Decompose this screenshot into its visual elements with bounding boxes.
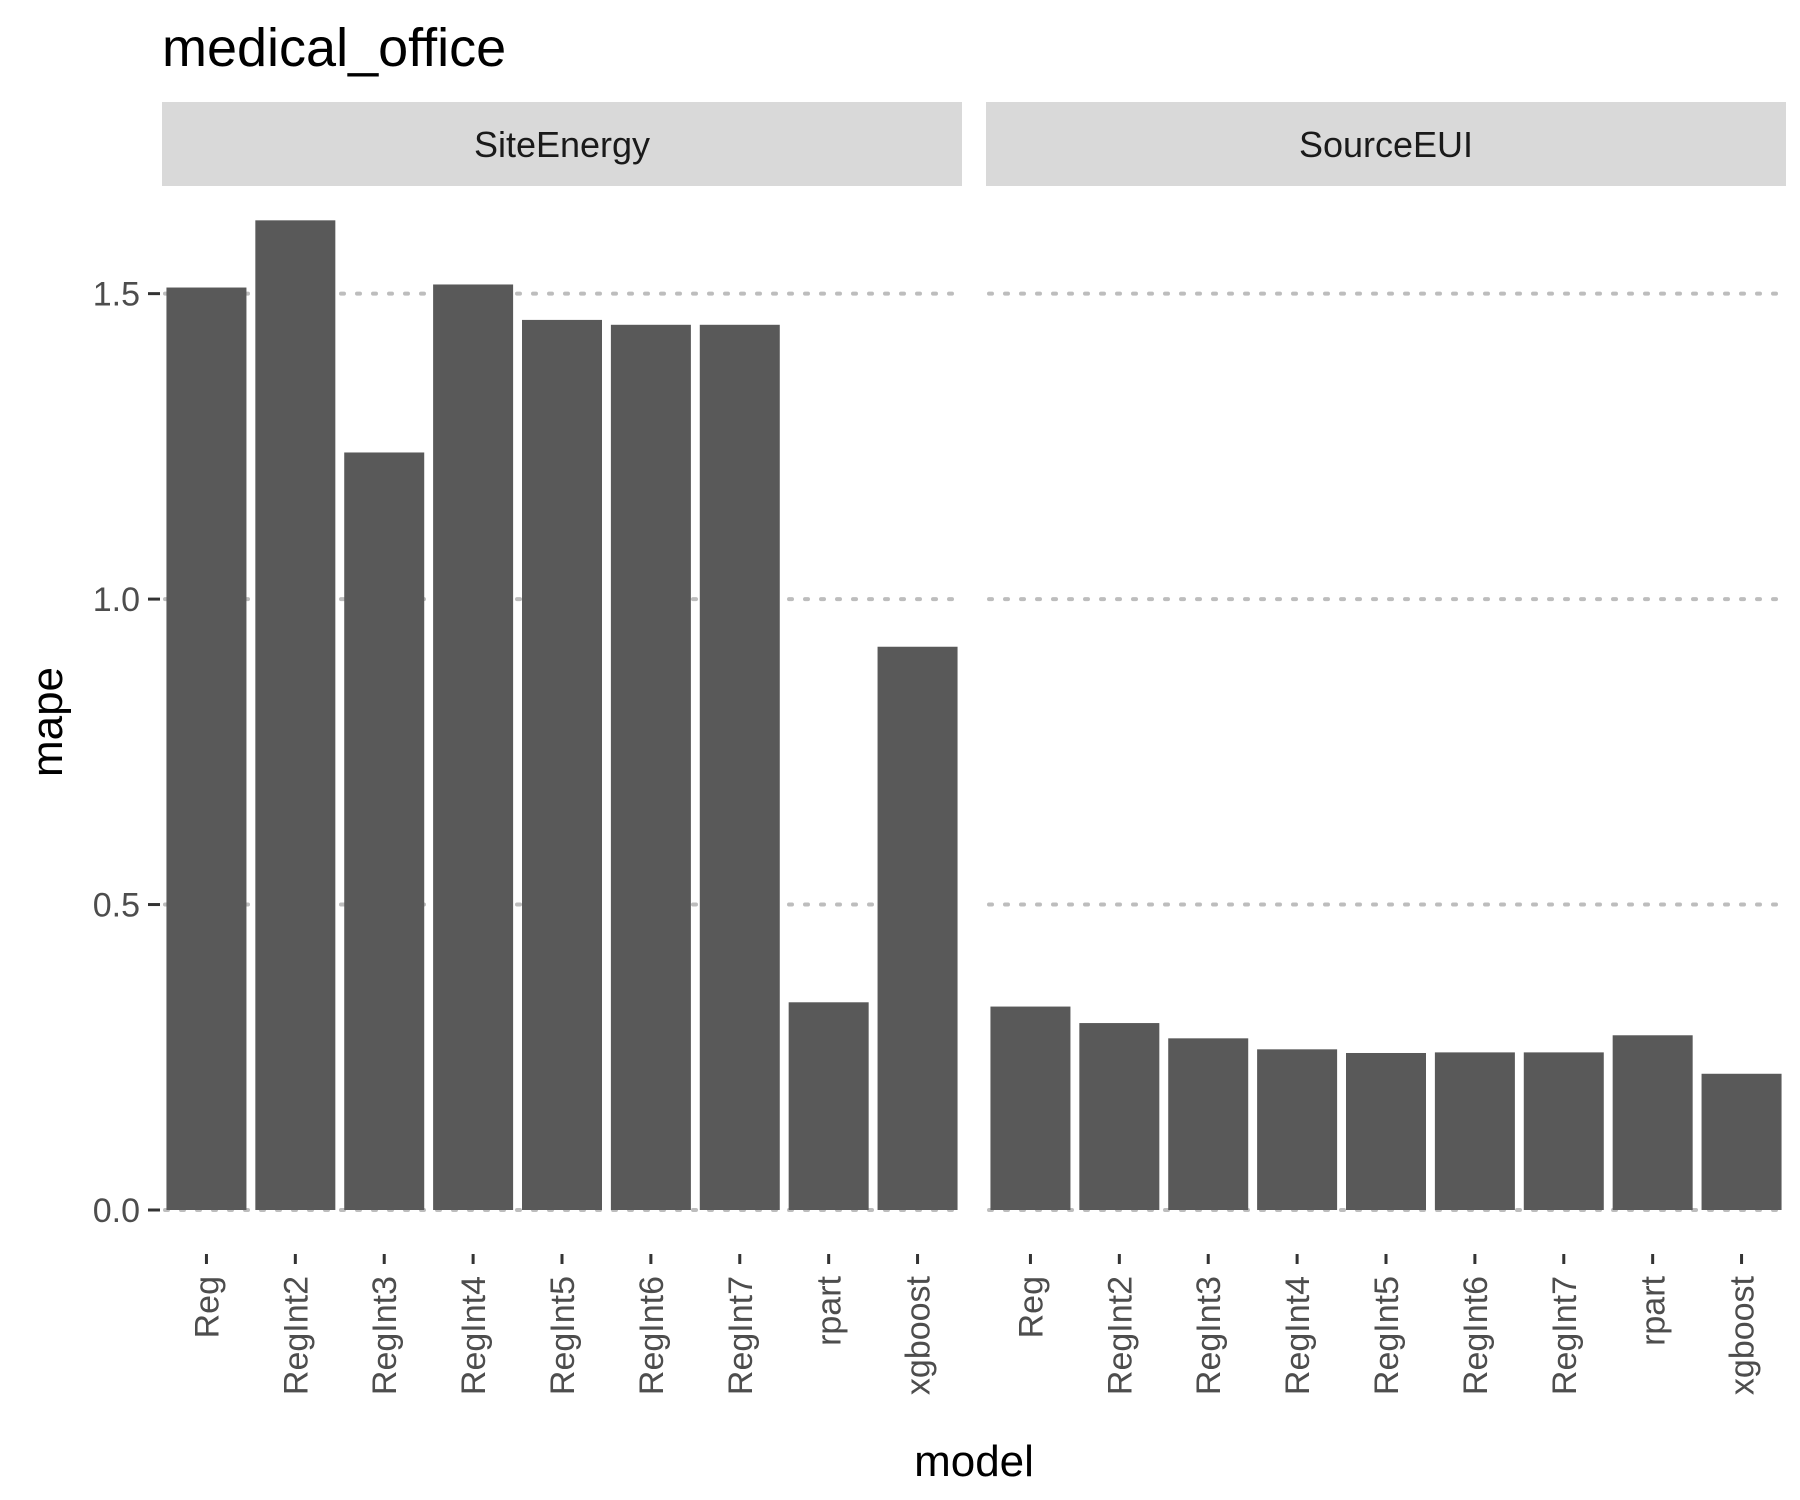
- x-tick-labels-site-energy: Reg RegInt2 RegInt3 RegInt4 RegInt5 RegInt6 Re…: [188, 1254, 938, 1395]
- x-tick-label-siteenergy-xgboost: xgboost: [900, 1275, 938, 1395]
- x-tick-labels-source-eui: Reg RegInt2 RegInt3 RegInt4 RegInt5 RegInt6 Re…: [1012, 1254, 1762, 1395]
- strip-site-energy-background: [162, 102, 962, 186]
- x-tick-label-siteenergy-regint2: RegInt2: [277, 1276, 315, 1395]
- panel-site-energy: SiteEnergy Reg RegInt2 RegInt3 RegInt4 RegIn…: [162, 102, 962, 1395]
- y-tick-label-1: 0.5: [93, 887, 140, 925]
- x-tick-label-sourceeui-regint5: RegInt5: [1368, 1276, 1406, 1395]
- strip-label-site-energy: SiteEnergy: [474, 124, 650, 165]
- x-tick-label-sourceeui-regint7: RegInt7: [1546, 1276, 1584, 1395]
- bar-siteenergy-regint4: [433, 284, 514, 1210]
- x-tick-label-sourceeui-regint6: RegInt6: [1457, 1276, 1495, 1395]
- x-axis-label: model: [914, 1437, 1034, 1486]
- chart-title: medical_office: [162, 18, 506, 78]
- bar-siteenergy-rpart: [788, 1002, 869, 1210]
- bar-siteenergy-regint3: [344, 452, 425, 1210]
- y-axis: 0.0 0.5 1.0 1.5: [93, 276, 160, 1230]
- bar-siteenergy-reg: [166, 287, 247, 1210]
- bar-sourceeui-regint5: [1346, 1052, 1426, 1210]
- y-axis-label: mape: [23, 667, 72, 777]
- bars-site-energy: [166, 220, 958, 1210]
- x-tick-label-sourceeui-regint2: RegInt2: [1101, 1276, 1139, 1395]
- x-tick-label-siteenergy-regint4: RegInt4: [455, 1276, 493, 1395]
- bars-source-eui: [990, 1006, 1782, 1210]
- y-tick-label-2: 1.0: [93, 581, 140, 619]
- bar-sourceeui-regint7: [1523, 1052, 1604, 1210]
- bar-sourceeui-rpart: [1612, 1035, 1693, 1210]
- bar-sourceeui-regint3: [1168, 1038, 1249, 1210]
- x-tick-label-sourceeui-rpart: rpart: [1635, 1275, 1673, 1345]
- x-tick-label-sourceeui-regint3: RegInt3: [1190, 1276, 1228, 1395]
- bar-siteenergy-regint5: [522, 319, 602, 1210]
- panel-source-eui: SourceEUI Reg RegInt2 RegInt3 RegInt4 RegInt…: [986, 102, 1786, 1395]
- x-tick-label-siteenergy-regint6: RegInt6: [633, 1276, 671, 1395]
- x-tick-label-siteenergy-regint5: RegInt5: [544, 1276, 582, 1395]
- bar-sourceeui-reg: [990, 1006, 1071, 1210]
- bar-siteenergy-regint6: [610, 324, 691, 1210]
- strip-source-eui-background: [986, 102, 1786, 186]
- y-tick-label-3: 1.5: [93, 276, 140, 314]
- x-tick-label-siteenergy-regint7: RegInt7: [722, 1276, 760, 1395]
- bar-sourceeui-xgboost: [1701, 1073, 1782, 1210]
- bar-sourceeui-regint4: [1257, 1049, 1338, 1210]
- bar-siteenergy-xgboost: [877, 646, 958, 1210]
- x-tick-label-sourceeui-xgboost: xgboost: [1724, 1275, 1762, 1395]
- x-tick-label-siteenergy-rpart: rpart: [811, 1275, 849, 1345]
- strip-label-source-eui: SourceEUI: [1299, 124, 1473, 165]
- x-tick-label-sourceeui-regint4: RegInt4: [1279, 1276, 1317, 1395]
- x-tick-label-siteenergy-regint3: RegInt3: [366, 1276, 404, 1395]
- x-tick-label-siteenergy-reg: Reg: [188, 1276, 226, 1338]
- x-tick-label-sourceeui-reg: Reg: [1012, 1276, 1050, 1338]
- y-tick-label-0: 0.0: [93, 1192, 140, 1230]
- bar-siteenergy-regint7: [699, 324, 780, 1210]
- bar-sourceeui-regint6: [1434, 1052, 1515, 1210]
- bar-sourceeui-regint2: [1079, 1023, 1160, 1210]
- bar-siteenergy-regint2: [255, 220, 336, 1210]
